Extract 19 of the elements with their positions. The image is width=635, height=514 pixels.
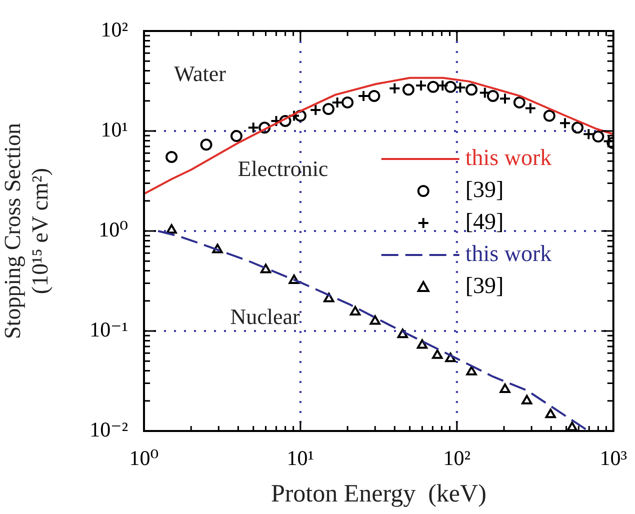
x-tick-label: 10⁰ — [129, 446, 159, 470]
annotation: Water — [174, 60, 227, 86]
x-tick-label: 10² — [443, 446, 471, 470]
annotation: Nuclear — [230, 304, 300, 329]
legend-label: this work — [465, 241, 552, 266]
x-axis-title: Proton Energy (keV) — [270, 480, 486, 508]
y-tick-label: 10⁻¹ — [90, 318, 128, 342]
annotation: Electronic — [238, 156, 328, 181]
y-tick-label: 10⁰ — [98, 218, 128, 242]
y-axis-title: Stopping Cross Section (10¹⁵ eV cm²) — [0, 122, 52, 339]
y-tick-label: 10¹ — [100, 118, 128, 142]
legend-label: [39] — [465, 273, 504, 298]
x-tick-label: 10³ — [600, 446, 627, 470]
y-tick-label: 10⁻² — [90, 418, 128, 442]
y-tick-label: 10² — [100, 18, 128, 42]
legend-label: [49] — [465, 209, 504, 234]
x-tick-label: 10¹ — [286, 446, 314, 470]
legend-label: this work — [465, 145, 552, 170]
legend-label: [39] — [465, 177, 504, 202]
